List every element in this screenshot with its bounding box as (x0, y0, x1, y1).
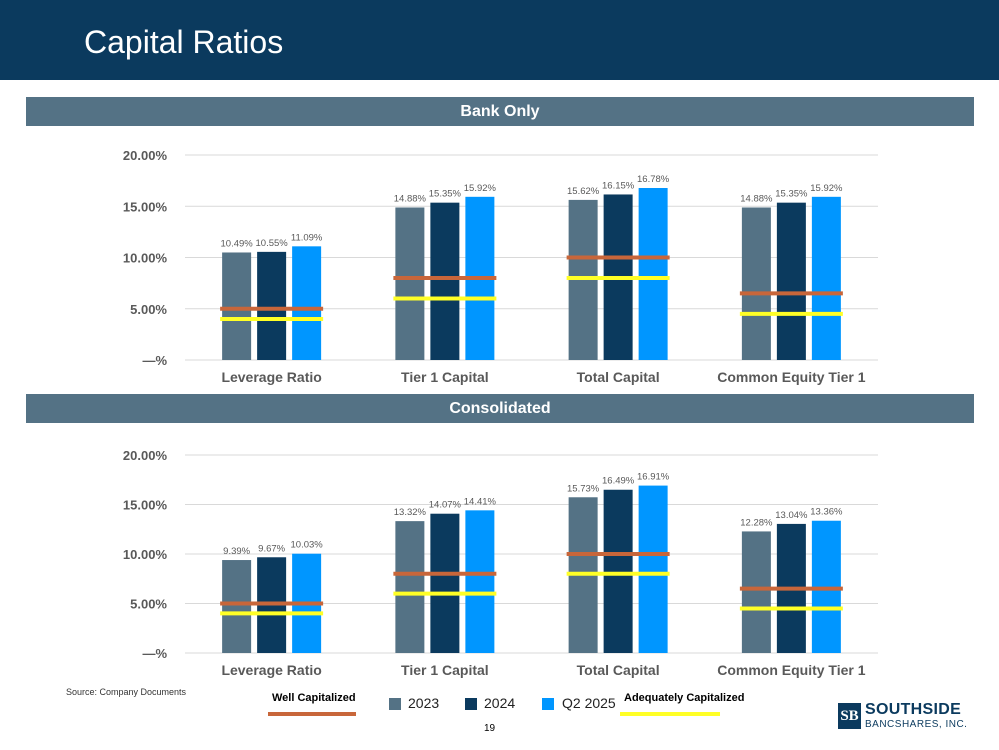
section-bar-consolidated: Consolidated (26, 394, 974, 423)
category-label-common-equity-tier-1: Common Equity Tier 1 (717, 662, 866, 678)
page-title: Capital Ratios (84, 24, 284, 60)
data-label-total-capital-2023: 15.62% (567, 186, 600, 197)
legend-well-capitalized-line (268, 712, 356, 716)
data-label-common-equity-tier-1-2023: 12.28% (740, 517, 773, 528)
data-label-common-equity-tier-1-2023: 14.88% (740, 193, 773, 204)
bar-tier-1-capital-2024 (430, 513, 460, 653)
bar-tier-1-capital-2023 (395, 207, 425, 360)
legend-swatch-2024 (465, 698, 477, 710)
data-label-leverage-ratio-2023: 10.49% (221, 238, 254, 249)
category-label-tier-1-capital: Tier 1 Capital (401, 662, 489, 678)
data-label-common-equity-tier-1-2024: 15.35% (775, 189, 808, 200)
legend-swatch-q2-2025 (542, 698, 554, 710)
logo-wordmark: SOUTHSIDE (865, 701, 962, 718)
legend: Well Capitalized 2023 2024 Q2 2025 Adequ… (0, 692, 999, 722)
bar-total-capital-q2-2025 (638, 485, 668, 653)
header-bar (0, 0, 999, 80)
data-label-total-capital-q2-2025: 16.91% (637, 472, 670, 483)
bar-leverage-ratio-2024 (257, 251, 287, 360)
page-number: 19 (484, 723, 496, 734)
data-label-tier-1-capital-2023: 14.88% (394, 193, 427, 204)
legend-swatch-2023 (389, 698, 401, 710)
bar-common-equity-tier-1-2023 (741, 531, 771, 653)
category-label-common-equity-tier-1: Common Equity Tier 1 (717, 369, 866, 385)
company-logo: SB SOUTHSIDE BANCSHARES, INC. (838, 701, 978, 733)
y-tick-label: 5.00% (130, 597, 167, 612)
bar-tier-1-capital-2024 (430, 202, 460, 360)
bar-leverage-ratio-q2-2025 (292, 246, 322, 360)
category-label-total-capital: Total Capital (577, 369, 660, 385)
consolidated-chart: —% 5.00% 10.00% 15.00% 20.00% 9.39% 9.67% 10.03… (123, 448, 878, 678)
data-label-common-equity-tier-1-2024: 13.04% (775, 510, 808, 521)
data-label-leverage-ratio-q2-2025: 10.03% (291, 540, 324, 551)
bank-only-chart: —% 5.00% 10.00% 15.00% 20.00% 10.49% 10.55%11.… (123, 148, 878, 385)
legend-label-2023: 2023 (408, 695, 440, 711)
y-tick-label: 15.00% (123, 498, 168, 513)
data-label-tier-1-capital-2024: 15.35% (429, 189, 462, 200)
section-bar-bank-only: Bank Only (26, 97, 974, 126)
source-note: Source: Company Documents (66, 687, 187, 697)
data-label-tier-1-capital-q2-2025: 15.92% (464, 183, 497, 194)
y-tick-label: 20.00% (123, 148, 168, 163)
data-label-total-capital-q2-2025: 16.78% (637, 174, 670, 185)
y-tick-label: —% (142, 646, 167, 661)
bar-common-equity-tier-1-2023 (741, 207, 771, 360)
y-tick-label: 10.00% (123, 251, 168, 266)
bar-common-equity-tier-1-2024 (776, 202, 806, 360)
bar-leverage-ratio-2023 (222, 252, 252, 360)
category-label-leverage-ratio: Leverage Ratio (221, 369, 321, 385)
y-tick-label: 15.00% (123, 199, 168, 214)
data-label-tier-1-capital-2023: 13.32% (394, 507, 427, 518)
logo-subtitle: BANCSHARES, INC. (865, 719, 968, 730)
data-label-common-equity-tier-1-q2-2025: 15.92% (810, 183, 843, 194)
bar-leverage-ratio-2023 (222, 560, 252, 653)
data-label-total-capital-2024: 16.49% (602, 476, 635, 487)
bar-total-capital-2024 (603, 489, 633, 653)
y-tick-label: 20.00% (123, 448, 168, 463)
category-label-leverage-ratio: Leverage Ratio (221, 662, 321, 678)
legend-adequately-capitalized-label: Adequately Capitalized (624, 692, 745, 704)
y-tick-label: 10.00% (123, 547, 168, 562)
bar-total-capital-q2-2025 (638, 188, 668, 360)
data-label-common-equity-tier-1-q2-2025: 13.36% (810, 507, 843, 518)
bar-tier-1-capital-q2-2025 (465, 510, 495, 653)
data-label-total-capital-2024: 16.15% (602, 180, 635, 191)
category-label-total-capital: Total Capital (577, 662, 660, 678)
legend-adequately-capitalized-line (620, 712, 720, 716)
data-label-leverage-ratio-2024: 9.67% (258, 543, 285, 554)
category-label-tier-1-capital: Tier 1 Capital (401, 369, 489, 385)
data-label-leverage-ratio-q2-2025: 11.09% (291, 232, 323, 243)
legend-label-2024: 2024 (484, 695, 516, 711)
data-label-tier-1-capital-2024: 14.07% (429, 500, 462, 511)
data-label-total-capital-2023: 15.73% (567, 483, 600, 494)
bar-tier-1-capital-2023 (395, 521, 425, 653)
legend-well-capitalized-label: Well Capitalized (272, 692, 356, 704)
legend-label-q2-2025: Q2 2025 (562, 695, 616, 711)
y-tick-label: —% (142, 353, 167, 368)
bar-common-equity-tier-1-q2-2025 (811, 196, 841, 360)
data-label-leverage-ratio-2023: 9.39% (223, 546, 250, 557)
logo-mark: SB (838, 703, 861, 729)
data-label-leverage-ratio-2024: 10.55% (256, 238, 289, 249)
y-tick-label: 5.00% (130, 302, 167, 317)
data-label-tier-1-capital-q2-2025: 14.41% (464, 496, 497, 507)
